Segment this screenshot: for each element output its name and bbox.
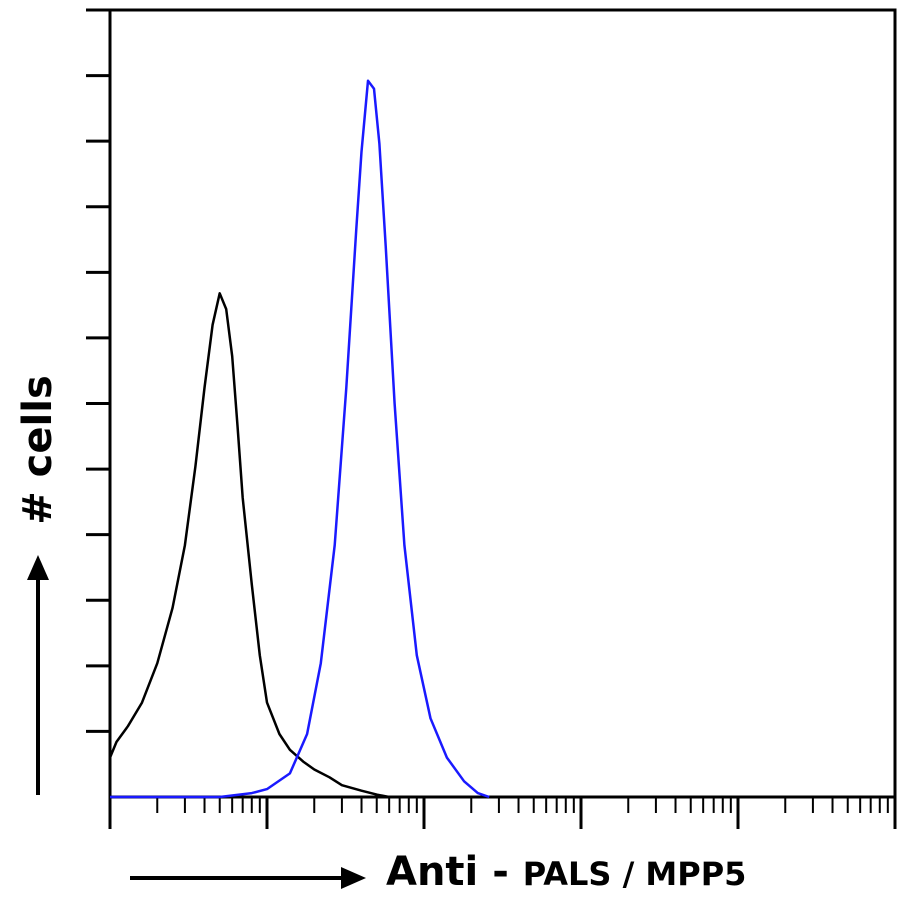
- axis-arrows: [27, 555, 366, 889]
- series-layer: [108, 79, 490, 799]
- x-axis-ticks: [108, 797, 897, 829]
- control-histogram-line: [108, 292, 390, 799]
- y-axis-ticks: [86, 8, 110, 733]
- x-axis-label: Anti - PALS / MPP5: [386, 852, 746, 892]
- plot-border: [108, 8, 897, 799]
- x-axis-label-target: PALS / MPP5: [522, 855, 747, 893]
- x-arrow-head: [341, 867, 366, 889]
- y-axis-label: # cells: [15, 375, 61, 525]
- plot-frame: [108, 8, 897, 799]
- x-axis-label-prefix: Anti -: [386, 849, 523, 895]
- y-arrow-head: [27, 555, 49, 580]
- antibody-histogram-line: [110, 79, 490, 799]
